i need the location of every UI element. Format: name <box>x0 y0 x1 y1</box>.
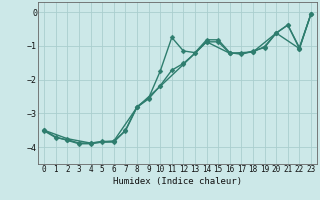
X-axis label: Humidex (Indice chaleur): Humidex (Indice chaleur) <box>113 177 242 186</box>
